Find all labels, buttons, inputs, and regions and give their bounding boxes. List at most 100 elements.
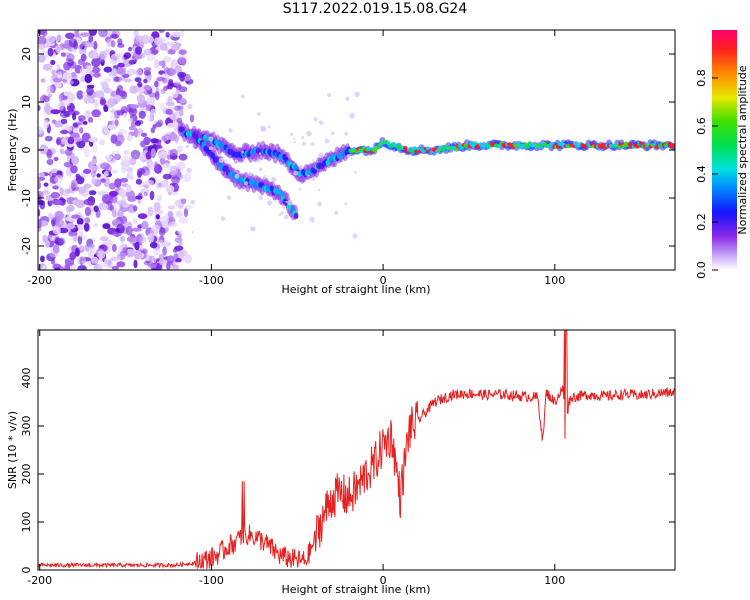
noise-cell	[41, 30, 48, 37]
noise-speck	[280, 211, 284, 215]
noise-cell	[133, 128, 139, 138]
noise-cell	[100, 162, 110, 170]
noise-cell	[55, 138, 61, 146]
noise-cell	[77, 186, 87, 194]
noise-cell	[176, 145, 183, 153]
noise-cell	[121, 163, 130, 171]
noise-cell	[174, 199, 180, 207]
noise-cell	[65, 32, 75, 39]
ridge-cell	[214, 156, 220, 163]
noise-speck	[317, 201, 322, 207]
noise-cell	[60, 150, 66, 155]
noise-cell	[52, 185, 59, 190]
noise-cell	[118, 90, 126, 97]
y-tick-label: 0	[20, 567, 33, 574]
noise-cell	[117, 38, 123, 46]
noise-speck	[283, 206, 286, 209]
noise-cell	[156, 76, 165, 82]
noise-speck	[311, 177, 316, 182]
noise-cell	[159, 42, 168, 51]
noise-cell	[147, 35, 154, 44]
noise-cell	[155, 214, 160, 220]
noise-speck	[267, 200, 273, 206]
x-tick-label: 0	[380, 274, 387, 287]
noise-speck	[256, 159, 260, 163]
noise-cell	[103, 77, 112, 83]
noise-cell	[110, 40, 116, 48]
noise-speck	[234, 173, 240, 179]
colorbar-ticks: 0.0 0.2 0.4 0.6 0.8	[695, 69, 718, 279]
noise-cell	[116, 261, 126, 268]
noise-cell	[167, 210, 174, 218]
noise-cell	[110, 67, 118, 77]
y-tick-label: 200	[20, 464, 33, 485]
noise-cell	[138, 110, 146, 119]
noise-cell	[38, 105, 41, 111]
noise-cell	[71, 155, 79, 165]
y-tick-label: -20	[20, 237, 33, 255]
noise-cell	[189, 114, 195, 123]
noise-speck	[346, 154, 351, 159]
noise-cell	[66, 222, 75, 230]
noise-cell	[137, 81, 143, 88]
noise-speck	[298, 187, 302, 191]
noise-cell	[157, 37, 167, 44]
ridge-cell	[425, 146, 431, 151]
chart-title: S117.2022.019.15.08.G24	[282, 1, 468, 17]
noise-cell	[167, 205, 176, 210]
noise-cell	[167, 122, 176, 128]
noise-cell	[70, 165, 78, 174]
noise-speck	[186, 167, 192, 173]
snr-frame	[37, 329, 676, 571]
noise-cell	[79, 32, 90, 37]
noise-cell	[165, 31, 170, 38]
noise-cell	[46, 149, 53, 159]
noise-speck	[345, 96, 350, 102]
noise-cell	[183, 205, 193, 210]
noise-cell	[171, 31, 181, 38]
noise-cell	[84, 73, 93, 84]
noise-speck	[298, 164, 304, 170]
noise-cell	[178, 216, 188, 224]
noise-cell	[38, 43, 46, 50]
ridge-cell	[294, 212, 299, 219]
x-tick-label: -200	[27, 274, 52, 287]
noise-cell	[46, 85, 53, 95]
noise-speck	[350, 157, 353, 160]
noise-cell	[58, 100, 65, 111]
noise-speck	[283, 164, 286, 168]
spectrogram-cells	[38, 30, 675, 270]
noise-cell	[93, 205, 99, 213]
y-tick-label: 300	[20, 416, 33, 437]
noise-cell	[169, 113, 177, 120]
noise-cell	[123, 78, 132, 83]
snr-x-ticks: -200 -100 0 100	[27, 330, 565, 587]
noise-cell	[111, 208, 117, 218]
noise-cell	[40, 255, 45, 263]
noise-cell	[84, 217, 91, 224]
noise-cell	[90, 256, 99, 264]
noise-cell	[83, 222, 90, 232]
noise-cell	[169, 221, 178, 228]
noise-cell	[90, 51, 100, 59]
noise-cell	[140, 132, 148, 137]
noise-cell	[50, 236, 56, 242]
noise-cell	[177, 54, 187, 65]
ridge-cell	[516, 141, 521, 146]
noise-cell	[137, 213, 148, 220]
noise-cell	[50, 59, 56, 66]
noise-cell	[125, 226, 133, 236]
noise-cell	[88, 30, 97, 36]
noise-cell	[91, 57, 101, 68]
noise-speck	[301, 136, 305, 139]
noise-cell	[111, 265, 119, 270]
noise-cell	[82, 120, 88, 125]
noise-cell	[77, 115, 86, 122]
noise-cell	[80, 53, 87, 62]
noise-cell	[93, 48, 98, 53]
noise-cell	[140, 140, 146, 148]
noise-cell	[153, 247, 161, 256]
noise-cell	[116, 67, 126, 75]
noise-cell	[38, 126, 44, 135]
noise-cell	[111, 169, 118, 174]
